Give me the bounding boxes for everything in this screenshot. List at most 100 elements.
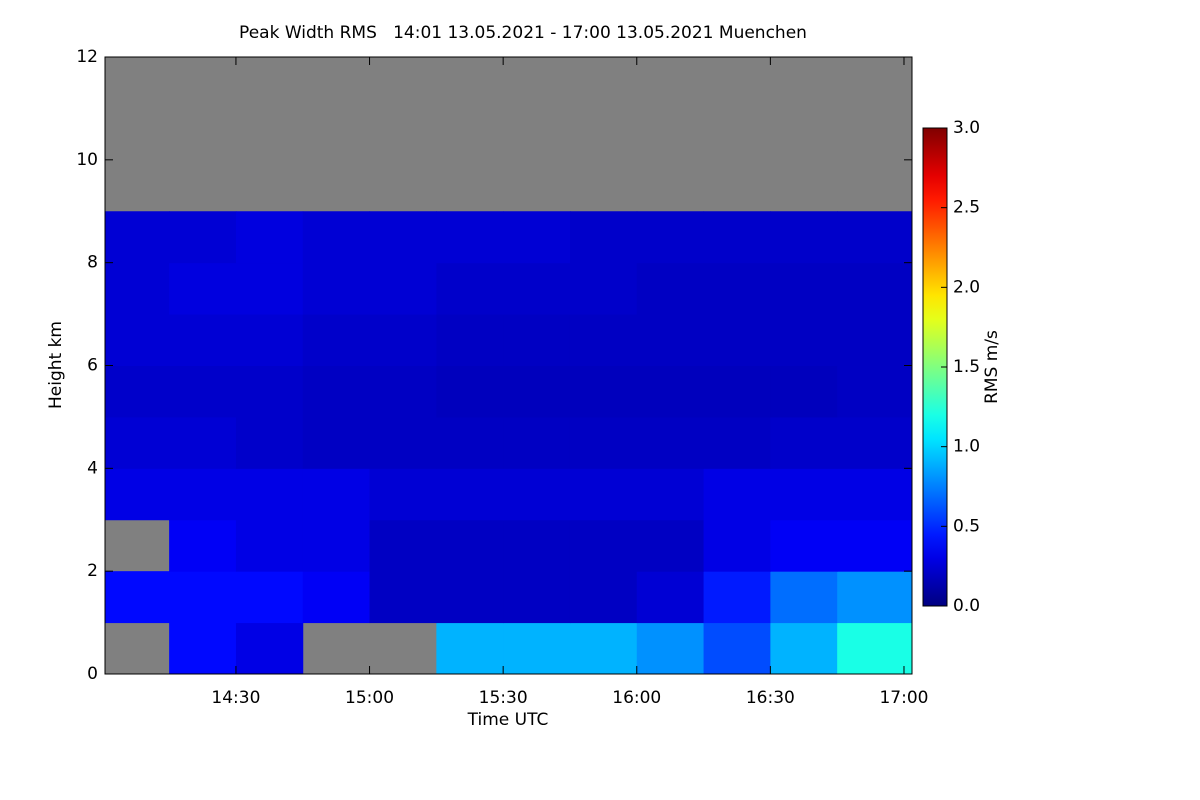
heatmap-cell — [837, 519, 912, 572]
heatmap-cell — [569, 211, 638, 264]
heatmap-cell — [235, 314, 304, 366]
x-tick-label: 16:00 — [612, 688, 661, 708]
heatmap-cell — [369, 571, 437, 624]
heatmap-cell — [703, 622, 771, 674]
heatmap-cell — [703, 211, 771, 264]
heatmap-cell — [569, 416, 638, 469]
chart-title: Peak Width RMS 14:01 13.05.2021 - 17:00 … — [239, 23, 807, 43]
x-tick-label: 16:30 — [746, 688, 795, 708]
heatmap-cell — [636, 262, 705, 315]
heatmap-cell — [436, 468, 504, 521]
x-tick-label: 15:00 — [345, 688, 394, 708]
heatmap-cell — [235, 571, 304, 624]
heatmap-cell — [369, 416, 437, 469]
heatmap-cell — [169, 468, 237, 521]
heatmap-cell — [235, 468, 304, 521]
heatmap-cell — [436, 571, 504, 624]
x-tick-label: 15:30 — [479, 688, 528, 708]
heatmap-cell — [837, 314, 912, 366]
x-axis-label: Time UTC — [467, 710, 549, 730]
heatmap-cell — [703, 468, 771, 521]
heatmap-cell — [169, 519, 237, 572]
colorbar-tick-label: 2.5 — [953, 198, 980, 218]
x-tick-label: 17:00 — [879, 688, 928, 708]
heatmap-cell — [770, 262, 838, 315]
heatmap-cell — [503, 571, 571, 624]
colorbar-tick-label: 2.0 — [953, 277, 980, 297]
heatmap-cell — [636, 211, 705, 264]
heatmap-cell — [703, 519, 771, 572]
y-tick-label: 10 — [76, 150, 98, 170]
heatmap-cell — [302, 571, 371, 624]
colorbar-tick-label: 1.5 — [953, 357, 980, 377]
y-tick-label: 12 — [76, 47, 98, 67]
heatmap-cell — [770, 468, 838, 521]
heatmap-cell — [569, 468, 638, 521]
heatmap-cell — [503, 211, 571, 264]
heatmap-cell — [369, 262, 437, 315]
heatmap-cell — [770, 622, 838, 674]
heatmap-cell — [169, 571, 237, 624]
heatmap-cell — [569, 519, 638, 572]
heatmap-cell — [503, 365, 571, 418]
heatmap-cell — [105, 571, 170, 624]
heatmap-cell — [703, 262, 771, 315]
heatmap-cell — [105, 416, 170, 469]
heatmap-cell — [503, 468, 571, 521]
colorbar-tick-label: 1.0 — [953, 437, 980, 457]
y-tick-label: 8 — [87, 253, 98, 273]
heatmap-cell — [770, 416, 838, 469]
heatmap-cell — [369, 468, 437, 521]
y-axis-label: Height km — [46, 321, 66, 409]
colorbar-tick-label: 0.5 — [953, 516, 980, 536]
heatmap-cell — [235, 519, 304, 572]
heatmap-cell — [703, 365, 771, 418]
heatmap-cell — [302, 365, 371, 418]
heatmap-cell — [837, 622, 912, 674]
heatmap-cell — [169, 211, 237, 264]
heatmap-cell — [369, 365, 437, 418]
heatmap-cell — [235, 622, 304, 674]
heatmap-cell — [169, 622, 237, 674]
heatmap-cell — [703, 416, 771, 469]
heatmap-cell — [837, 262, 912, 315]
heatmap-cell — [837, 211, 912, 264]
heatmap-cell — [770, 211, 838, 264]
heatmap-cell — [302, 211, 371, 264]
heatmap-cell — [169, 365, 237, 418]
heatmap-cell — [436, 211, 504, 264]
heatmap-cell — [105, 314, 170, 366]
heatmap-cell — [636, 571, 705, 624]
y-tick-label: 6 — [87, 356, 98, 376]
heatmap-cell — [436, 416, 504, 469]
heatmap-cell — [302, 519, 371, 572]
heatmap-cell — [436, 365, 504, 418]
heatmap-cell — [503, 519, 571, 572]
heatmap-cell — [703, 571, 771, 624]
heatmap-cell — [436, 314, 504, 366]
heatmap-cell — [169, 416, 237, 469]
heatmap-cell — [302, 262, 371, 315]
heatmap-cell — [770, 571, 838, 624]
y-tick-label: 2 — [87, 561, 98, 581]
heatmap-cell — [636, 519, 705, 572]
colorbar-label: RMS m/s — [982, 330, 1002, 404]
heatmap-cell — [235, 211, 304, 264]
heatmap-cell — [235, 262, 304, 315]
heatmap-cell — [569, 365, 638, 418]
heatmap-cell — [503, 262, 571, 315]
heatmap-cell — [105, 365, 170, 418]
heatmap-cell — [436, 519, 504, 572]
heatmap-cell — [369, 519, 437, 572]
heatmap-cell — [770, 314, 838, 366]
heatmap-cell — [235, 416, 304, 469]
heatmap-cell — [369, 314, 437, 366]
heatmap-cell — [770, 519, 838, 572]
heatmap-cell — [569, 314, 638, 366]
heatmap-cell — [436, 622, 504, 674]
colorbar-tick-label: 3.0 — [953, 118, 980, 138]
heatmap-cell — [436, 262, 504, 315]
heatmap-cell — [503, 416, 571, 469]
heatmap-cell — [636, 468, 705, 521]
